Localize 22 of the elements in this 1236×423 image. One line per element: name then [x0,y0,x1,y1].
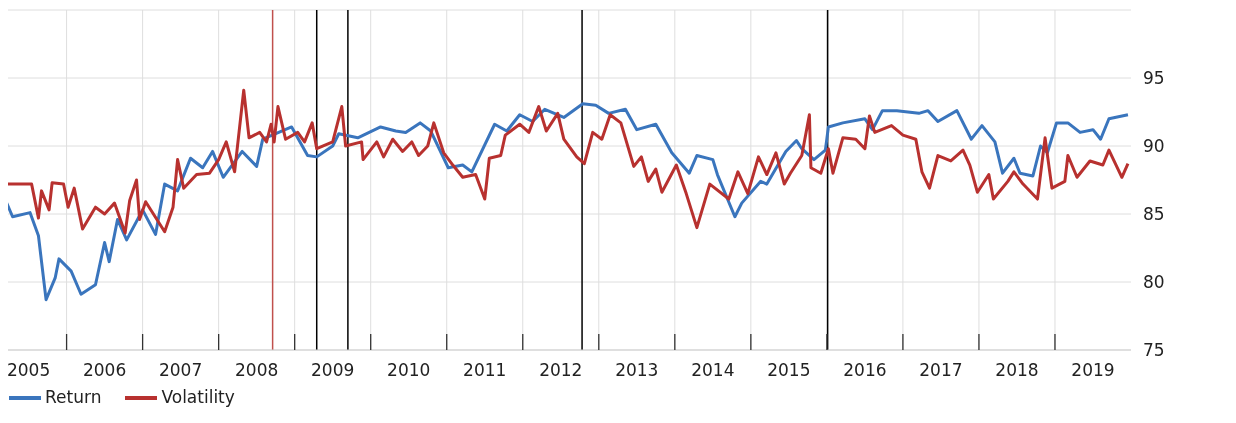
x-tick-label: 2017 [919,360,963,380]
x-tick-label: 2014 [691,360,735,380]
x-tick-label: 2005 [6,360,51,380]
x-tick-label: 2007 [159,360,203,380]
x-tick-label: 2008 [235,360,279,380]
x-tick-label: 2009 [311,360,355,380]
legend-label: Return [45,387,102,407]
x-tick-label: 2013 [615,360,659,380]
x-tick-label: 2011 [463,360,507,380]
y-tick-label: 90 [1143,136,1165,157]
y-tick-label: 75 [1143,340,1165,361]
x-tick-label: 2006 [82,360,127,380]
y-tick-label: 80 [1143,272,1165,293]
x-tick-label: 2018 [995,360,1039,380]
x-tick-label: 2010 [387,360,431,380]
y-tick-label: 95 [1143,68,1165,89]
x-tick-label: 2019 [1071,360,1115,380]
x-tick-label: 2016 [843,360,887,380]
x-tick-label: 2012 [539,360,583,380]
x-tick-label: 2015 [767,360,811,380]
legend-label: Volatility [161,387,235,407]
y-tick-label: 85 [1143,204,1165,225]
